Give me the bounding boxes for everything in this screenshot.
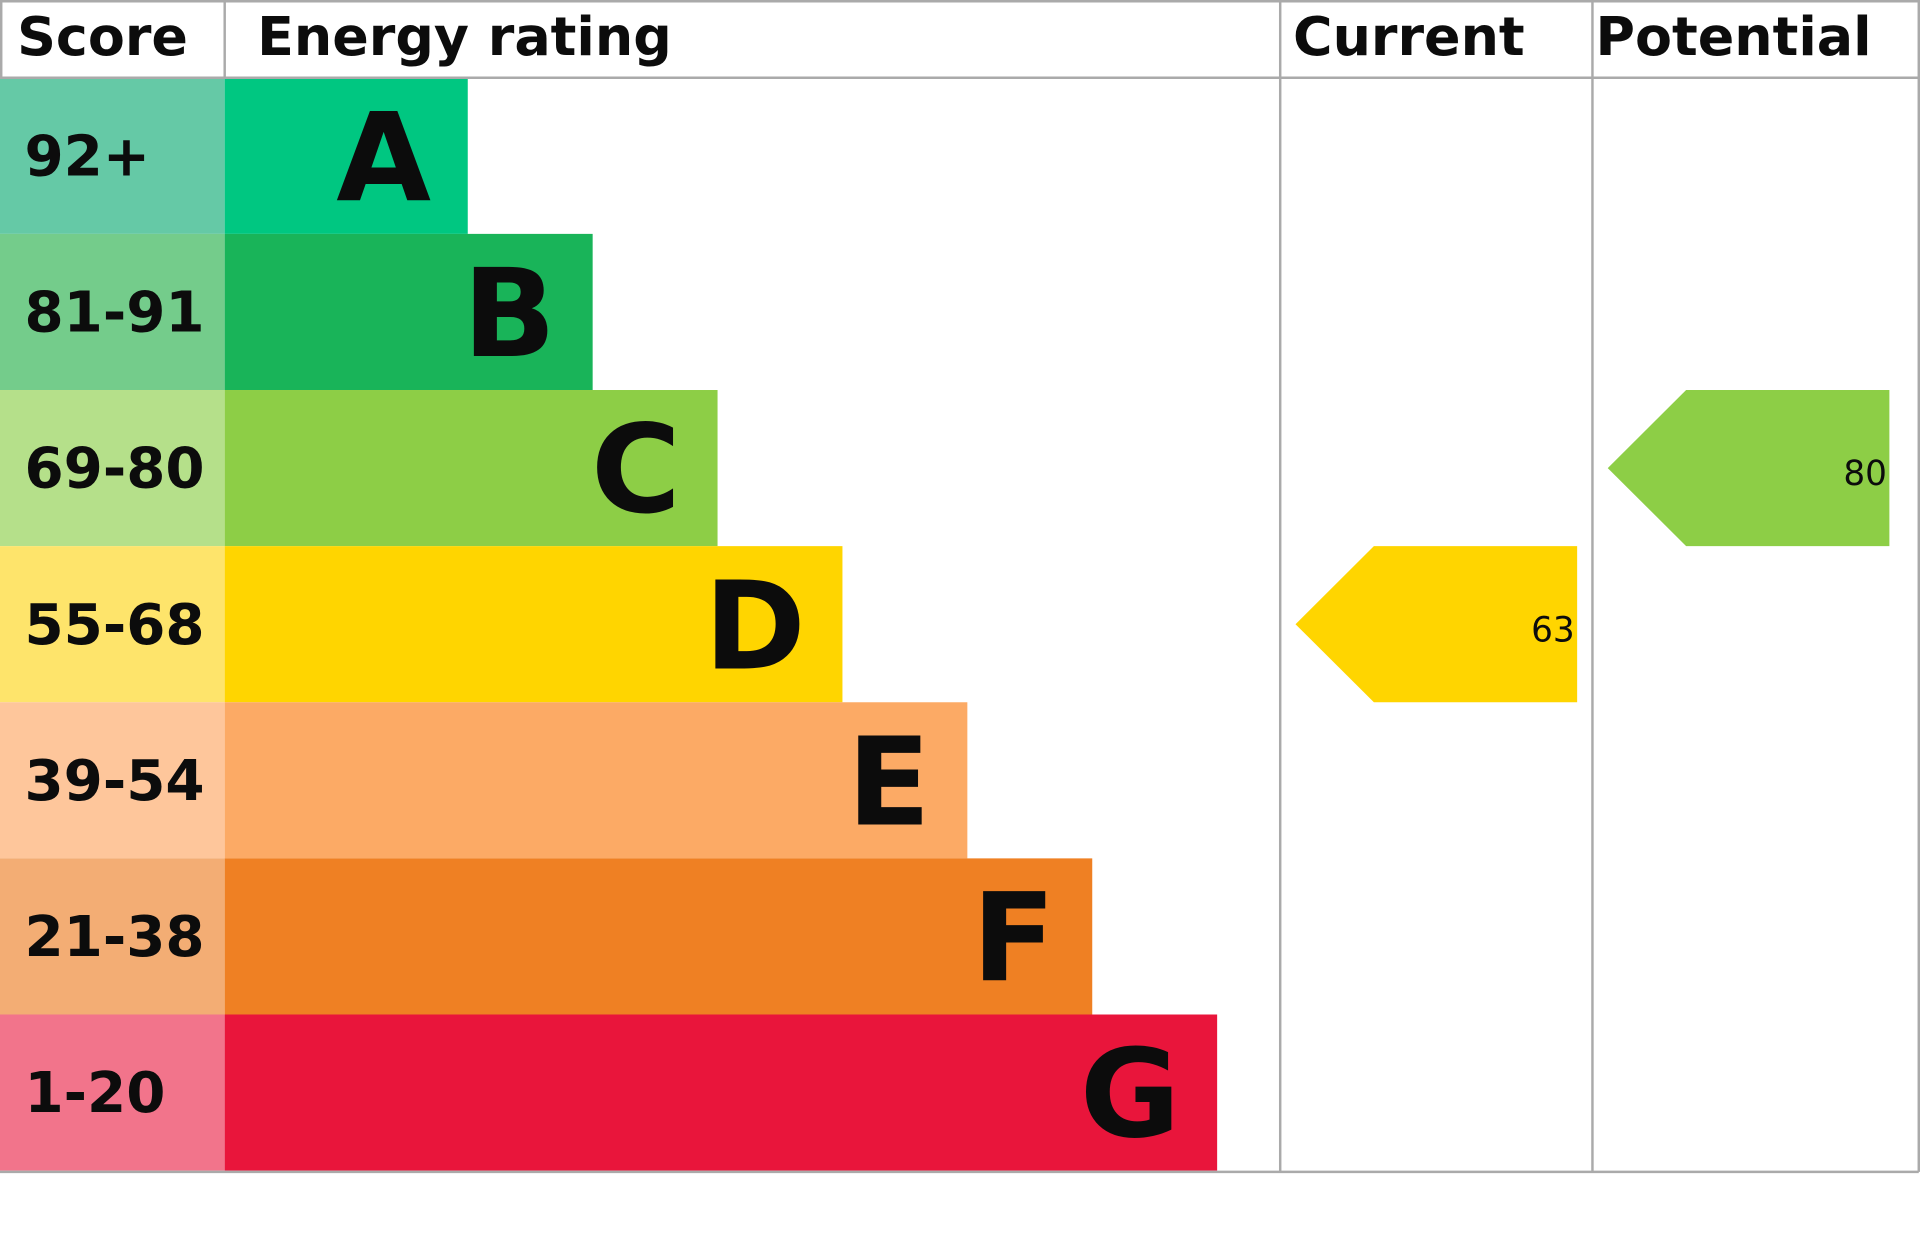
- score-label: 69-80: [24, 437, 204, 502]
- score-cell: [0, 390, 225, 547]
- score-cell: [0, 233, 225, 391]
- potential-arrow: [1607, 390, 1890, 547]
- rating-bar: [224, 77, 468, 234]
- header-current: Current: [1293, 5, 1525, 68]
- score-cell: [0, 702, 225, 859]
- score-label: 21-38: [24, 905, 204, 970]
- current-arrow: [1295, 546, 1578, 703]
- rating-bar: [224, 1014, 1218, 1171]
- score-label: 92+: [24, 124, 150, 189]
- rating-bar: [224, 702, 968, 859]
- rating-bar: [224, 233, 593, 391]
- rating-letter: D: [704, 554, 806, 697]
- header-score: Score: [17, 5, 188, 68]
- rating-letter: E: [847, 710, 931, 853]
- rating-bar: [224, 546, 843, 703]
- current-value: 63: [1531, 610, 1575, 650]
- rating-letter: A: [336, 86, 431, 229]
- score-cell: [0, 546, 225, 703]
- score-cell: [0, 858, 225, 1015]
- score-label: 81-91: [24, 281, 204, 346]
- rating-letter: G: [1080, 1023, 1181, 1166]
- potential-value: 80: [1843, 454, 1887, 494]
- score-label: 1-20: [24, 1061, 165, 1126]
- score-cell: [0, 1014, 225, 1171]
- rating-letter: B: [463, 242, 556, 385]
- rating-bar: [224, 390, 718, 547]
- score-cell: [0, 77, 225, 234]
- header-potential: Potential: [1596, 5, 1872, 68]
- score-label: 39-54: [24, 749, 204, 814]
- rating-letter: C: [591, 398, 681, 541]
- rating-letter: F: [972, 867, 1056, 1010]
- rating-bar: [224, 858, 1093, 1015]
- score-label: 55-68: [24, 593, 204, 658]
- header-rating: Energy rating: [257, 5, 672, 68]
